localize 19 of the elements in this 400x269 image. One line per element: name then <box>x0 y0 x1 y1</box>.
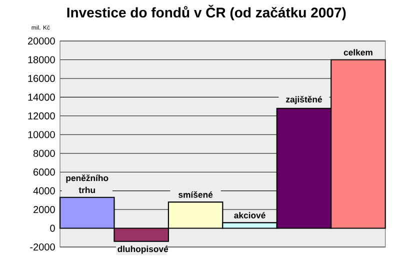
y-tick-label: 0 <box>50 224 55 232</box>
chart-title: Investice do fondů v ČR (od začátku 2007) <box>67 4 346 20</box>
y-tick-label: 4000 <box>33 187 55 194</box>
y-tick-label: 10000 <box>28 131 55 138</box>
y-tick-label: 2000 <box>34 206 55 214</box>
x-tick-label: celkem <box>344 49 372 56</box>
x-tick-label: akciové <box>234 212 266 218</box>
y-tick-label: 20000 <box>28 37 55 45</box>
y-tick-label: 14000 <box>28 94 55 101</box>
y-tick-label: 8000 <box>33 150 55 157</box>
y-tick-label: 12000 <box>28 112 55 120</box>
y-tick-label: 6000 <box>34 168 55 176</box>
x-tick-label: dluhopisové <box>118 246 168 254</box>
y-tick-label: 16000 <box>28 74 55 82</box>
y-tick-label: -2000 <box>30 243 55 251</box>
x-tick-label: zajištěné <box>286 96 322 104</box>
x-tick-label: peněžního trhu <box>66 174 108 194</box>
y-tick-label: 18000 <box>28 56 55 64</box>
x-tick-label: smíšené <box>178 191 213 198</box>
